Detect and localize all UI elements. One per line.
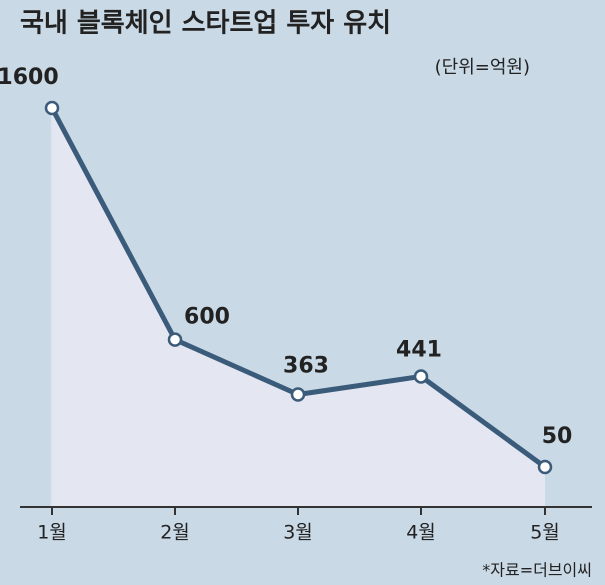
value-label: 600	[184, 305, 230, 330]
value-label: 441	[396, 337, 442, 362]
x-tick-label: 4월	[406, 522, 436, 544]
x-tick-label: 3월	[283, 522, 313, 544]
chart-title: 국내 블록체인 스타트업 투자 유치	[20, 9, 391, 39]
value-label: 363	[283, 354, 329, 379]
area	[52, 108, 545, 507]
value-label: 50	[542, 424, 573, 449]
point	[537, 459, 553, 475]
point	[290, 387, 306, 402]
point	[167, 332, 183, 347]
source-note: *자료=더브이씨	[482, 561, 592, 580]
point	[44, 100, 60, 116]
value-label: 1600	[0, 65, 59, 90]
chart-subtitle: (단위=억원)	[435, 57, 530, 78]
point	[413, 369, 429, 384]
x-tick-label: 2월	[160, 522, 190, 544]
x-tick-label: 1월	[37, 522, 67, 544]
x-tick-label: 5월	[530, 522, 560, 544]
